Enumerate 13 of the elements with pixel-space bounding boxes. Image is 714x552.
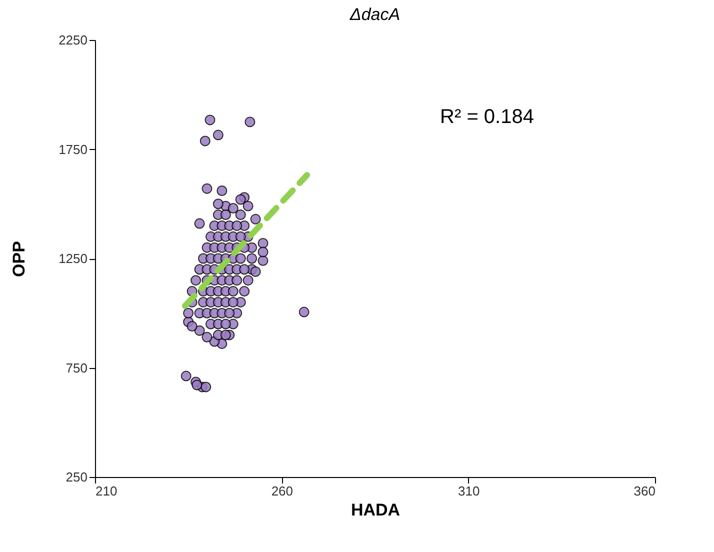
y-axis-title: OPP: [10, 241, 29, 277]
x-tick-label: 310: [458, 484, 480, 498]
annotation: R² = 0.184: [440, 106, 534, 128]
x-tick-label: 260: [271, 484, 294, 498]
x-axis-title: HADA: [350, 500, 400, 520]
y-tick-label: 1250: [58, 251, 88, 266]
y-tick-label: 1750: [58, 142, 88, 157]
x-tick-label: 210: [96, 484, 118, 498]
y-tick-label: 750: [66, 360, 88, 376]
y-tick-label: 250: [66, 470, 88, 484]
y-tick-label: 2250: [58, 32, 88, 48]
x-tick-label: 360: [634, 484, 656, 498]
chart-title: ΔdacA: [348, 5, 400, 24]
